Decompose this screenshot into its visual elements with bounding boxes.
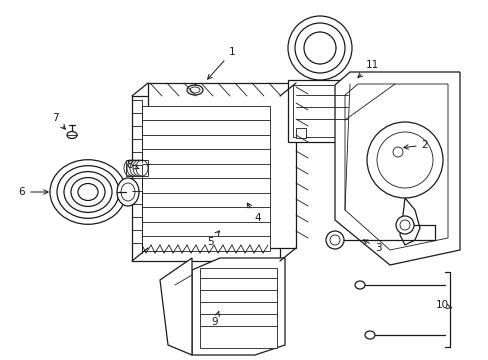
Circle shape	[325, 231, 343, 249]
Bar	[126, 160, 148, 176]
Text: 3: 3	[363, 240, 381, 253]
Ellipse shape	[50, 160, 126, 224]
Ellipse shape	[57, 166, 119, 219]
Ellipse shape	[67, 131, 77, 139]
Bar	[339, 128, 349, 138]
Bar	[148, 83, 295, 248]
Ellipse shape	[186, 85, 203, 95]
Ellipse shape	[136, 160, 148, 176]
Text: 6: 6	[19, 187, 48, 197]
Circle shape	[399, 220, 409, 230]
Bar	[132, 96, 280, 261]
Text: 8: 8	[126, 160, 139, 170]
Text: 1: 1	[207, 47, 235, 79]
Ellipse shape	[117, 178, 139, 206]
Polygon shape	[334, 72, 459, 265]
Circle shape	[287, 16, 351, 80]
Bar	[287, 80, 355, 142]
Text: 9: 9	[211, 311, 219, 327]
Bar	[295, 128, 305, 138]
Ellipse shape	[71, 177, 105, 206]
Ellipse shape	[121, 183, 135, 201]
Circle shape	[392, 147, 402, 157]
Ellipse shape	[78, 184, 98, 201]
Ellipse shape	[127, 160, 139, 176]
Ellipse shape	[190, 87, 200, 93]
Bar	[200, 268, 276, 348]
Polygon shape	[192, 258, 285, 355]
Circle shape	[395, 216, 413, 234]
Ellipse shape	[133, 160, 145, 176]
Ellipse shape	[364, 331, 374, 339]
Circle shape	[376, 132, 432, 188]
Text: 5: 5	[206, 231, 219, 247]
Text: 2: 2	[403, 140, 427, 150]
Ellipse shape	[124, 160, 136, 176]
Ellipse shape	[64, 172, 112, 212]
Text: 7: 7	[52, 113, 65, 129]
Circle shape	[329, 235, 339, 245]
Text: 4: 4	[247, 203, 261, 223]
Ellipse shape	[130, 160, 142, 176]
Bar	[292, 85, 350, 137]
Bar	[142, 106, 269, 251]
Ellipse shape	[354, 281, 364, 289]
Text: 10: 10	[434, 300, 450, 310]
Polygon shape	[160, 258, 192, 355]
Circle shape	[304, 32, 335, 64]
Circle shape	[294, 23, 345, 73]
Polygon shape	[399, 198, 419, 245]
Circle shape	[366, 122, 442, 198]
Text: 11: 11	[357, 60, 378, 77]
